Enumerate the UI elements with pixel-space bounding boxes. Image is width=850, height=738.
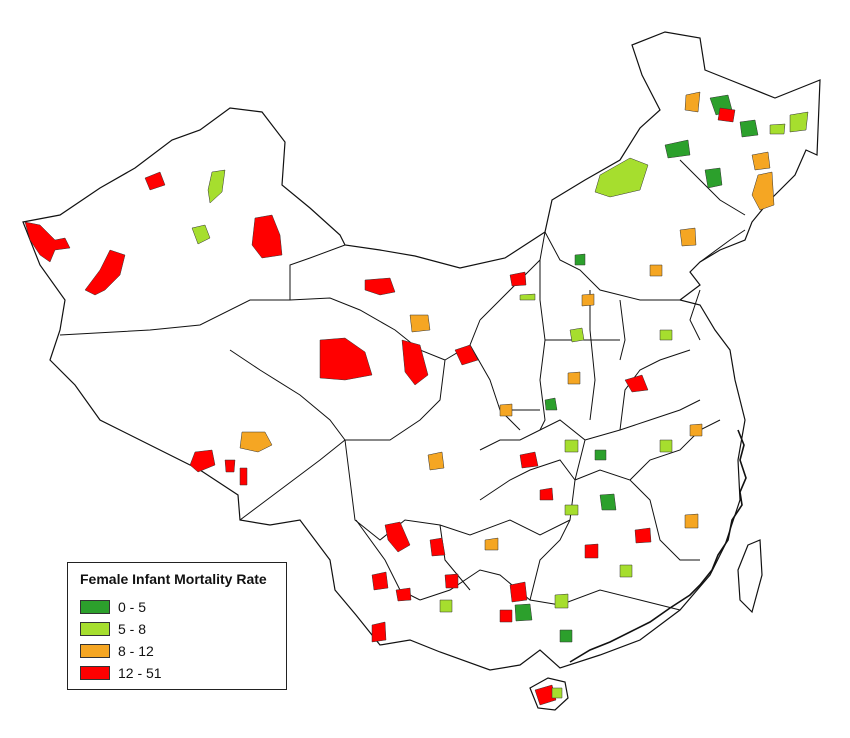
legend-label-2: 8 - 12: [118, 643, 154, 659]
county-polygons: [24, 91, 809, 706]
legend: Female Infant Mortality Rate 0 - 5 5 - 8…: [67, 562, 287, 690]
legend-row-2: 8 - 12: [80, 643, 154, 659]
taiwan-outline: [737, 539, 763, 614]
legend-swatch-0: [80, 600, 110, 614]
legend-row-3: 12 - 51: [80, 665, 162, 681]
legend-swatch-1: [80, 622, 110, 636]
legend-swatch-3: [80, 666, 110, 680]
legend-title: Female Infant Mortality Rate: [80, 571, 267, 587]
hainan-outline: [529, 677, 569, 711]
legend-label-1: 5 - 8: [118, 621, 147, 637]
legend-label-0: 0 - 5: [118, 599, 147, 615]
legend-swatch-2: [80, 644, 110, 658]
legend-row-0: 0 - 5: [80, 599, 146, 615]
legend-row-1: 5 - 8: [80, 621, 146, 637]
province-boundaries: [59, 159, 746, 611]
coastline-detail: [569, 429, 747, 663]
legend-label-3: 12 - 51: [118, 665, 162, 681]
country-outline: [22, 31, 821, 671]
